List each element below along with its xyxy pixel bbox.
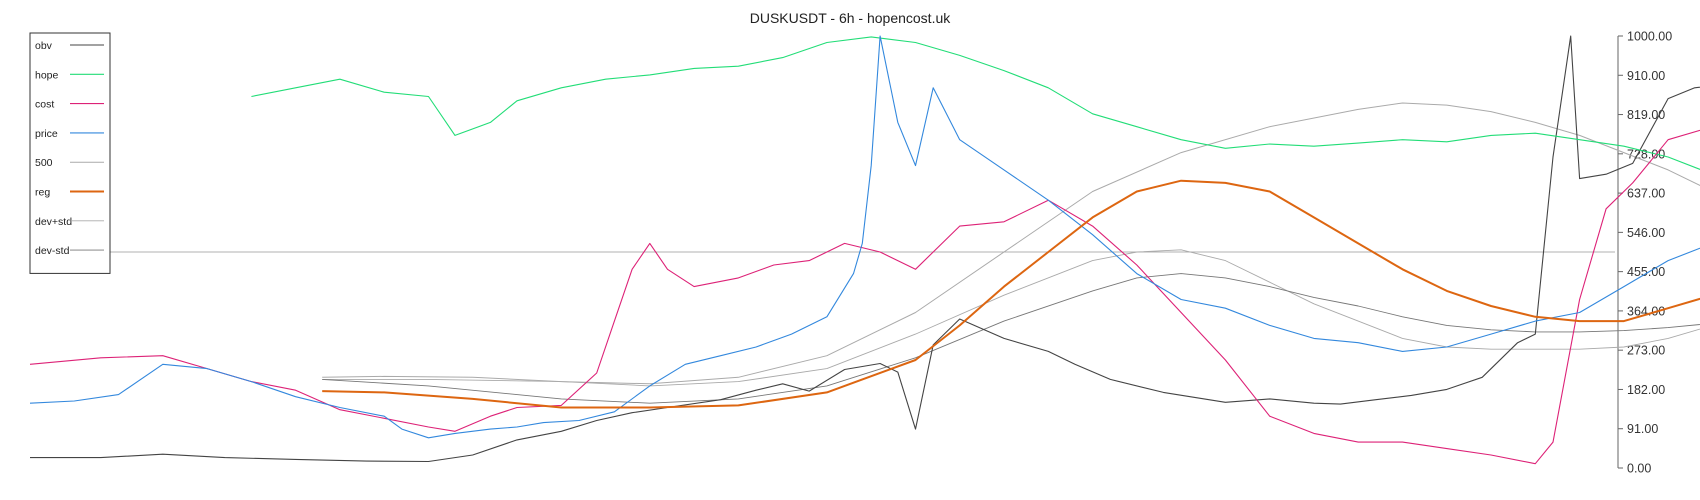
series-line-hope (251, 36, 1700, 170)
y-tick-label: 1000.00 (1627, 30, 1672, 44)
series-line-price (29, 35, 1700, 439)
y-tick-label: 455.00 (1627, 265, 1665, 279)
legend-label: price (35, 128, 58, 140)
chart-title: DUSKUSDT - 6h - hopencost.uk (749, 10, 951, 26)
legend-label: cost (35, 99, 54, 111)
legend-box (29, 32, 111, 274)
y-tick-label: 364.00 (1627, 304, 1665, 318)
y-tick-label: 910.00 (1627, 69, 1665, 83)
y-tick-label: 273.00 (1627, 344, 1665, 358)
legend-label: hope (35, 69, 59, 81)
y-tick-label: 637.00 (1627, 187, 1665, 201)
legend-label: dev-std (35, 245, 70, 257)
y-tick-label: 0.00 (1627, 462, 1651, 476)
y-tick-label: 819.00 (1627, 108, 1665, 122)
legend-label: 500 (35, 157, 53, 169)
y-tick-label: 91.00 (1627, 422, 1658, 436)
series-line-dev-std (322, 249, 1700, 387)
series-line-cost (29, 129, 1700, 465)
y-tick-label: 546.00 (1627, 226, 1665, 240)
series-line-500 (322, 102, 1700, 385)
legend-label: obv (35, 40, 53, 52)
y-tick-label: 182.00 (1627, 383, 1665, 397)
series-line-dev-std (322, 273, 1700, 404)
series-line-reg (322, 179, 1700, 409)
legend-label: reg (35, 187, 50, 199)
legend-label: dev+std (35, 216, 72, 228)
